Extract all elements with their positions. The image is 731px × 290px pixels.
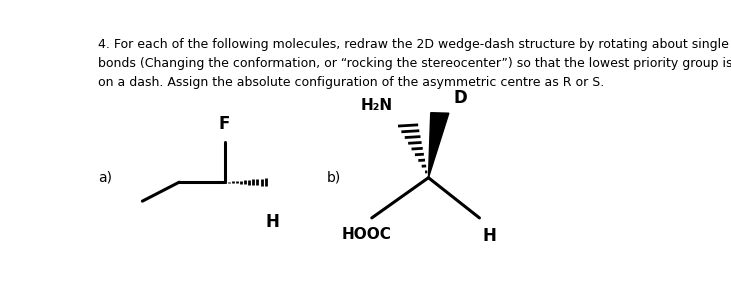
Text: D: D [454,89,468,107]
Text: 4. For each of the following molecules, redraw the 2D wedge-dash structure by ro: 4. For each of the following molecules, … [98,38,731,89]
Text: H: H [482,227,496,245]
Text: a): a) [98,171,112,185]
Text: H: H [266,213,279,231]
Text: b): b) [327,171,341,185]
Text: F: F [219,115,230,133]
Text: H₂N: H₂N [360,98,393,113]
Polygon shape [428,113,449,178]
Text: HOOC: HOOC [341,227,391,242]
